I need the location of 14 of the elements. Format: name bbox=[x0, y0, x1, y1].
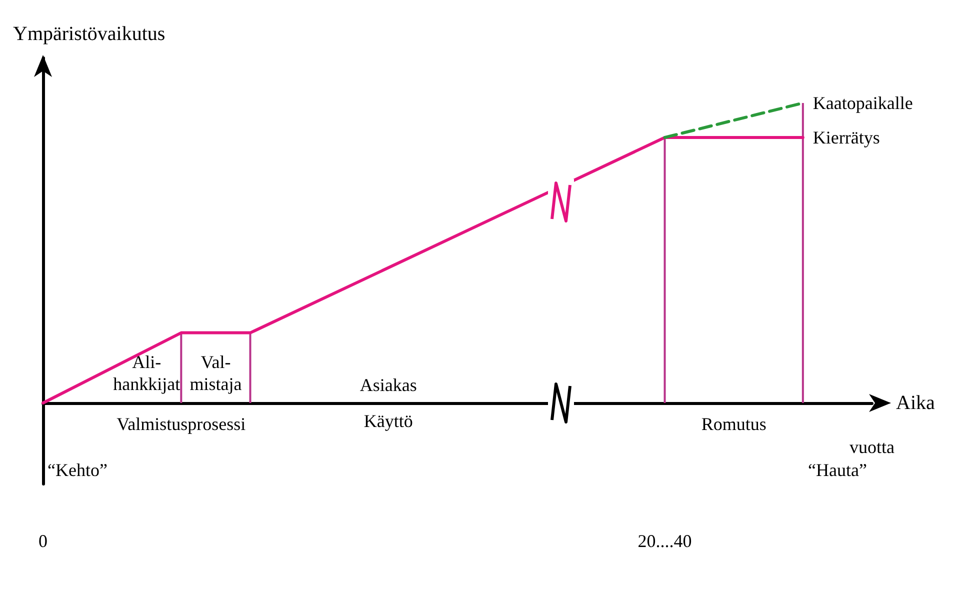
series-label: Kaatopaikalle bbox=[812, 93, 913, 113]
x-axis-title: Aika bbox=[896, 392, 935, 414]
y-axis-title: Ympäristövaikutus bbox=[13, 23, 166, 45]
text: “Hauta” bbox=[808, 460, 867, 480]
annotation: Val- mistaja bbox=[190, 352, 242, 394]
text: Romutus bbox=[701, 414, 766, 434]
series-label: Kierrätys bbox=[812, 128, 880, 148]
annotation: Asiakas Käyttö bbox=[360, 375, 417, 431]
text: Valmistusprosessi bbox=[116, 414, 246, 434]
x-tick-label: 20....40 bbox=[638, 531, 692, 551]
text: “Kehto” bbox=[48, 460, 108, 480]
text: vuotta bbox=[850, 436, 894, 457]
x-tick-label: 0 bbox=[38, 531, 48, 551]
annotation: Ali- hankkijat bbox=[113, 352, 180, 394]
